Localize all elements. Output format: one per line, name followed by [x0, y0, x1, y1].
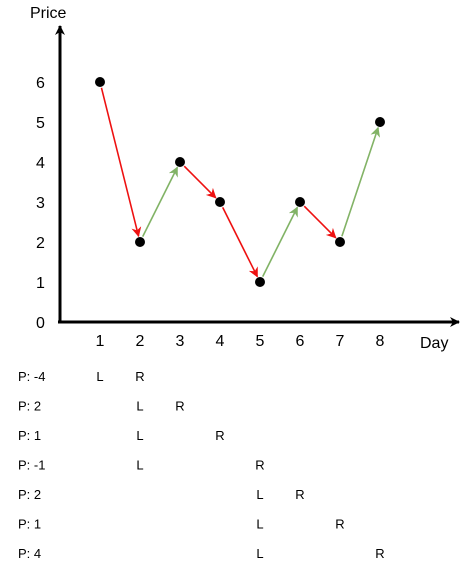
profit-label: P: 4 [18, 546, 41, 561]
data-point [335, 237, 345, 247]
x-tick-label: 6 [296, 333, 305, 350]
price-drop-arrow [100, 87, 142, 238]
pointer-row: P: 2 L R [18, 399, 185, 414]
y-tick-label: 3 [36, 195, 45, 212]
y-tick-label: 0 [36, 315, 45, 332]
left-pointer-label: L [256, 517, 263, 532]
x-tick-label: 8 [376, 333, 385, 350]
y-tick-label: 4 [36, 155, 45, 172]
left-pointer-label: L [136, 399, 143, 414]
y-tick-label: 6 [36, 75, 45, 92]
right-pointer-label: R [375, 546, 384, 561]
left-pointer-label: L [96, 369, 103, 384]
pointer-row: P: 1 L R [18, 517, 345, 532]
data-point [255, 277, 265, 287]
pointer-row: P: -4 L R [18, 369, 145, 384]
right-pointer-label: R [175, 399, 184, 414]
profit-label: P: -1 [18, 458, 45, 473]
y-tick-label: 5 [36, 115, 45, 132]
data-point [215, 197, 225, 207]
x-tick-label: 7 [336, 333, 345, 350]
data-point [295, 197, 305, 207]
left-pointer-label: L [256, 487, 263, 502]
left-pointer-label: L [256, 546, 263, 561]
left-pointer-label: L [136, 458, 143, 473]
y-tick-label: 1 [36, 275, 45, 292]
profit-label: P: 1 [18, 428, 41, 443]
x-tick-label: 3 [176, 333, 185, 350]
profit-label: P: 1 [18, 517, 41, 532]
pointer-row: P: -1 L R [18, 458, 265, 473]
pointer-row: P: 4 L R [18, 546, 385, 561]
price-drop-arrow [183, 165, 217, 199]
right-pointer-label: R [335, 517, 344, 532]
left-pointer-label: L [136, 428, 143, 443]
y-tick-label: 2 [36, 235, 45, 252]
price-rise-arrow [261, 206, 299, 277]
price-drop-arrow [221, 207, 259, 278]
right-pointer-label: R [295, 487, 304, 502]
x-tick-label: 2 [136, 333, 145, 350]
data-point [175, 157, 185, 167]
price-drop-arrow [303, 205, 337, 239]
data-point [135, 237, 145, 247]
profit-label: P: 2 [18, 399, 41, 414]
x-axis-title: Day [420, 335, 448, 352]
right-pointer-label: R [255, 458, 264, 473]
y-axis-title: Price [30, 5, 67, 22]
x-tick-label: 5 [256, 333, 265, 350]
pointer-row: P: 2 L R [18, 487, 305, 502]
right-pointer-label: R [135, 369, 144, 384]
price-rise-arrow [141, 166, 179, 237]
pointer-row: P: 1 L R [18, 428, 225, 443]
right-pointer-label: R [215, 428, 224, 443]
x-tick-label: 1 [96, 333, 105, 350]
x-tick-label: 4 [216, 333, 225, 350]
price-rise-arrow [341, 126, 380, 237]
profit-label: P: 2 [18, 487, 41, 502]
data-point [375, 117, 385, 127]
data-point [95, 77, 105, 87]
profit-label: P: -4 [18, 369, 45, 384]
